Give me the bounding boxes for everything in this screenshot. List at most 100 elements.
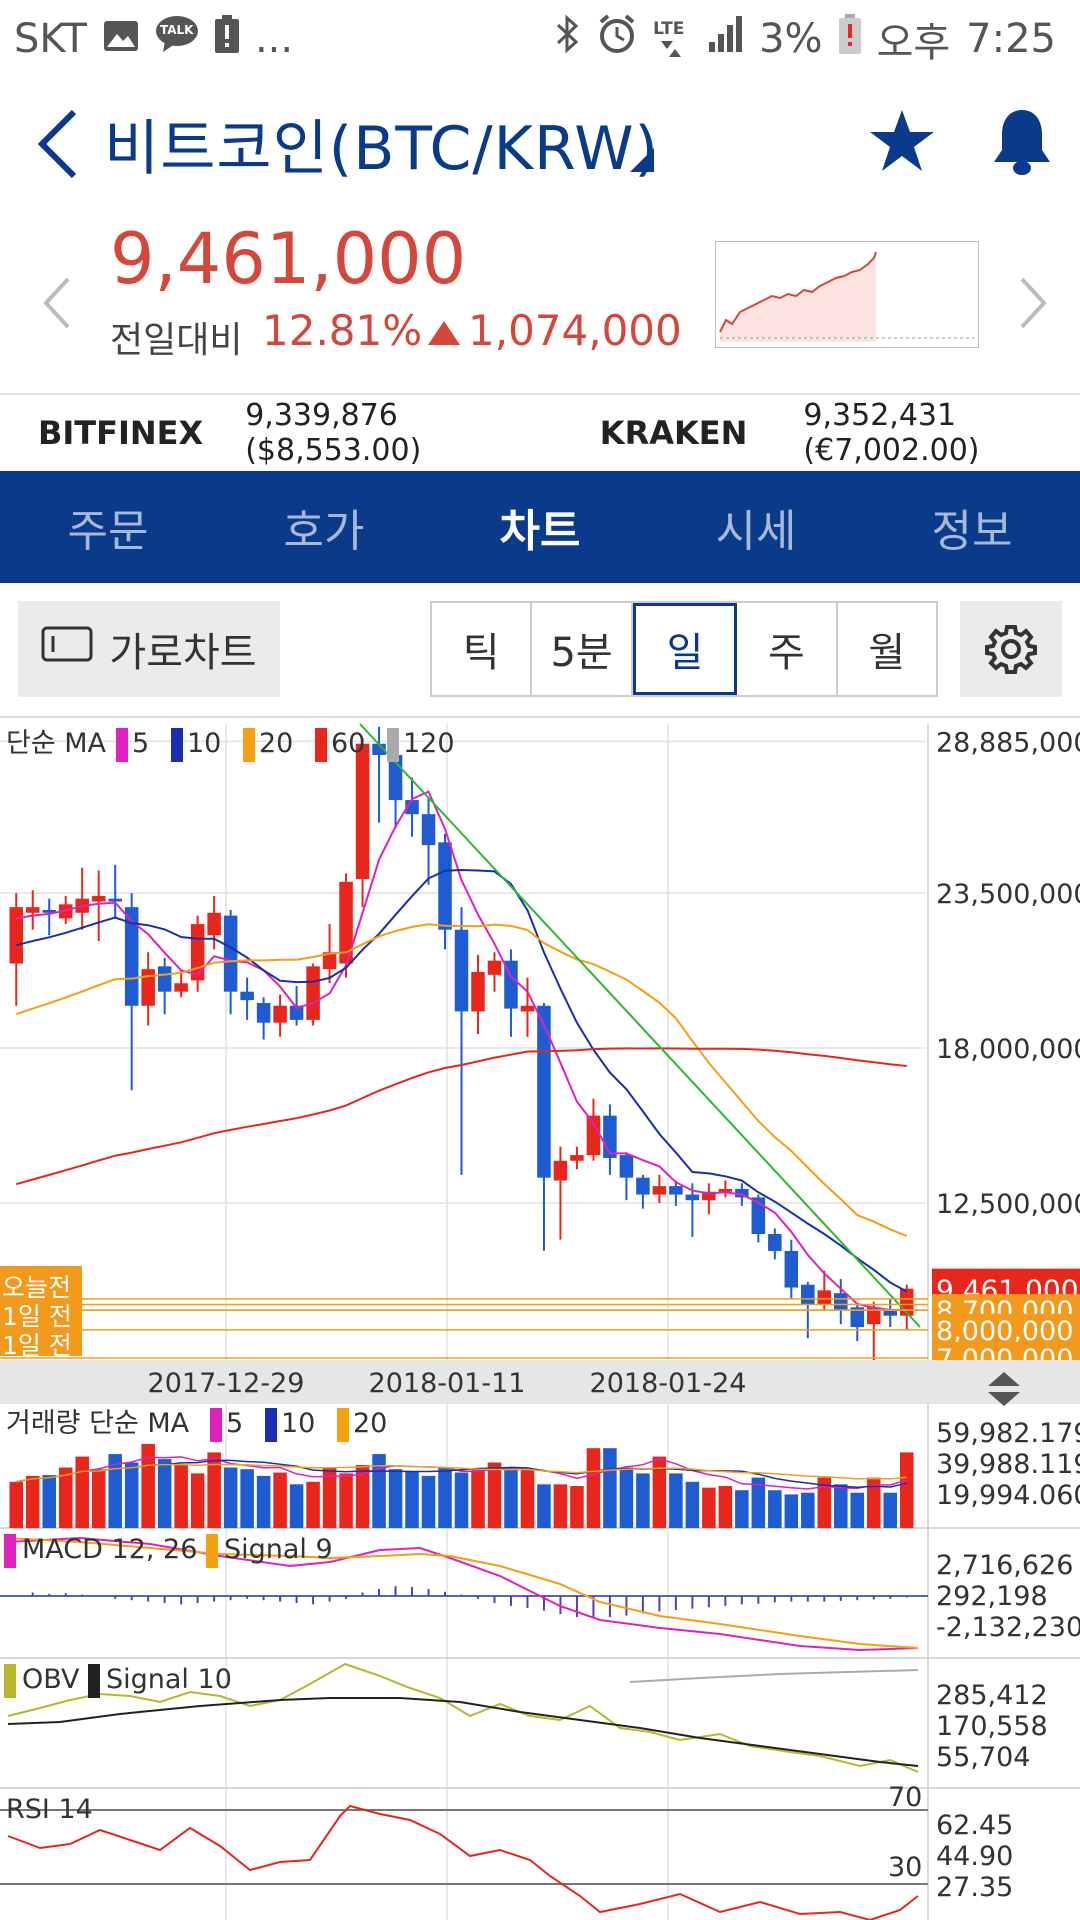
candle-body xyxy=(487,960,502,975)
obv-line xyxy=(7,1662,919,1773)
ampm: 오후 xyxy=(876,20,951,66)
volume-legend-swatch xyxy=(210,1408,222,1442)
candle-body xyxy=(553,1160,568,1181)
volume-bar xyxy=(685,1481,700,1528)
volume-bar xyxy=(256,1475,271,1528)
exchange-name-bitfinex: BITFINEX xyxy=(38,414,204,452)
candle-body xyxy=(768,1234,782,1251)
volume-bar xyxy=(108,1454,122,1528)
ma-line-20 xyxy=(15,923,908,1237)
volume-legend-prefix: 거래량 단순 MA xyxy=(6,1408,190,1439)
volume-bar xyxy=(768,1490,782,1528)
app-header: 비트코인(BTC/KRW) xyxy=(0,78,1080,213)
chart-area[interactable]: 28,885,000 23,500,000 18,000,000 12,500,000… xyxy=(0,716,1080,1920)
ma-legend-swatch xyxy=(243,728,255,762)
period-5min[interactable]: 5분 xyxy=(532,603,633,695)
candle-body xyxy=(751,1197,766,1235)
alarm-icon xyxy=(597,14,637,64)
x-tick-label: 2018-01-11 xyxy=(369,1368,526,1399)
candle-body xyxy=(339,881,353,964)
tab-orderbook[interactable]: 호가 xyxy=(283,506,365,557)
volume-bar xyxy=(190,1473,205,1528)
y-tick-label: 18,000,000 xyxy=(936,1034,1080,1065)
ma-line-10 xyxy=(15,868,908,1293)
macd-legend-label: Signal 9 xyxy=(224,1534,333,1565)
candle-body xyxy=(718,1188,733,1192)
volume-bar xyxy=(58,1467,73,1528)
ma-line-5 xyxy=(16,790,907,1312)
candle-body xyxy=(735,1188,749,1198)
volume-y-tick: 39,988.119 xyxy=(936,1449,1080,1480)
alert-battery-icon xyxy=(214,15,239,63)
exchange-value-bitfinex: 9,339,876 ($8,553.00) xyxy=(245,398,422,468)
alarm-bell-icon[interactable] xyxy=(990,106,1054,178)
candle-body xyxy=(306,966,320,1020)
change-percent: 12.81% xyxy=(262,306,423,355)
tab-info[interactable]: 정보 xyxy=(931,506,1013,557)
chart-settings-gear-icon[interactable] xyxy=(960,601,1062,697)
landscape-chart-button[interactable]: 가로차트 xyxy=(18,601,280,697)
candle-body xyxy=(867,1307,881,1325)
volume-bar xyxy=(454,1472,469,1528)
change-amount: 1,074,000 xyxy=(468,306,682,355)
lte-icon: LTE xyxy=(653,19,693,59)
volume-y-tick: 19,994.060 xyxy=(936,1480,1080,1511)
candle-body xyxy=(834,1293,848,1311)
volume-bar xyxy=(75,1456,89,1528)
candle-body xyxy=(207,912,221,936)
ma-legend-prefix: 단순 MA xyxy=(6,728,107,759)
candle-body xyxy=(801,1284,815,1305)
candle-body xyxy=(454,929,469,1012)
volume-bar xyxy=(751,1477,766,1528)
rsi-y-tick: 62.45 xyxy=(936,1810,1013,1841)
volume-bar xyxy=(652,1456,667,1528)
rsi-level-label: 70 xyxy=(888,1782,922,1813)
volume-bar xyxy=(42,1475,56,1528)
volume-y-tick: 59,982.179 xyxy=(936,1418,1080,1449)
macd-legend-label: MACD 12, 26 xyxy=(22,1534,197,1565)
low-battery-icon xyxy=(838,14,861,64)
tab-market[interactable]: 시세 xyxy=(715,506,797,557)
volume-legend-period: 20 xyxy=(353,1408,387,1439)
candle-body xyxy=(355,743,370,879)
current-price: 9,461,000 xyxy=(110,218,467,300)
candle-body xyxy=(520,1005,535,1012)
candle-body xyxy=(537,1005,551,1178)
candle-body xyxy=(322,952,337,970)
prev-coin-chevron-icon[interactable] xyxy=(40,273,74,333)
back-button[interactable] xyxy=(34,104,84,184)
y-tick-label: 28,885,000 xyxy=(936,727,1080,758)
main-tabs: 주문 호가 차트 시세 정보 xyxy=(0,471,1080,583)
status-bar: SKT TALK ... LTE 3% 오후 7:25 xyxy=(0,0,1080,78)
candle-body xyxy=(784,1250,799,1288)
candle-body xyxy=(586,1115,601,1156)
tab-chart[interactable]: 차트 xyxy=(499,506,581,557)
landscape-chart-label: 가로차트 xyxy=(109,630,257,676)
tab-order[interactable]: 주문 xyxy=(67,506,149,557)
volume-bar xyxy=(520,1469,535,1528)
volume-bar xyxy=(157,1459,172,1528)
bluetooth-icon xyxy=(555,14,581,64)
mini-price-chart[interactable] xyxy=(715,241,979,348)
left-level-label: 오늘전 xyxy=(2,1273,71,1302)
volume-bar xyxy=(570,1486,584,1528)
period-month[interactable]: 월 xyxy=(868,630,906,676)
favorite-star-icon[interactable] xyxy=(868,108,936,176)
period-day[interactable]: 일 xyxy=(632,603,738,695)
macd-legend-swatch xyxy=(206,1534,218,1568)
x-tick-label: 2017-12-29 xyxy=(148,1368,305,1399)
next-coin-chevron-icon[interactable] xyxy=(1016,273,1050,333)
period-tick[interactable]: 틱 xyxy=(432,603,533,695)
left-level-label: 1일 전 xyxy=(2,1331,72,1360)
coin-selector-caret-icon[interactable] xyxy=(630,148,654,172)
page-title[interactable]: 비트코인(BTC/KRW) xyxy=(104,114,659,184)
volume-legend-period: 5 xyxy=(226,1408,243,1439)
candle-body xyxy=(273,1005,287,1023)
candle-body xyxy=(702,1191,716,1201)
obv-signal-line xyxy=(7,1697,919,1767)
ma-legend-swatch xyxy=(171,728,183,762)
landscape-icon xyxy=(41,626,93,672)
period-week[interactable]: 주 xyxy=(737,603,838,695)
change-label: 전일대비 xyxy=(110,320,243,361)
price-chart-svg[interactable]: 28,885,000 23,500,000 18,000,000 12,500,000… xyxy=(0,716,1080,1920)
